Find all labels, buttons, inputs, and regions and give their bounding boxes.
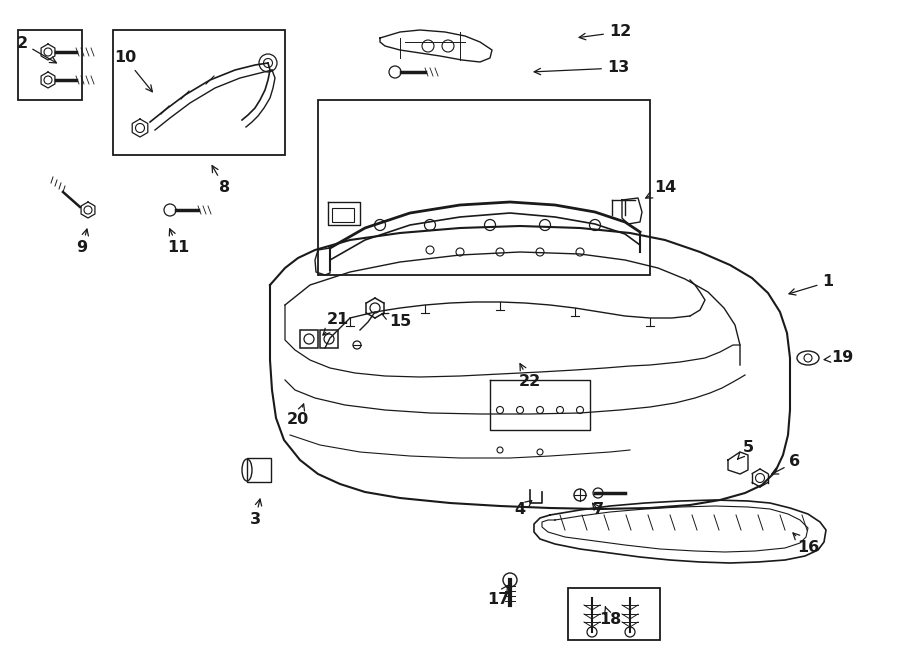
Text: 21: 21 <box>323 313 349 335</box>
Text: 5: 5 <box>738 440 753 459</box>
Text: 6: 6 <box>771 455 801 474</box>
Text: 3: 3 <box>249 499 262 527</box>
Text: 18: 18 <box>598 607 621 627</box>
Text: 22: 22 <box>519 364 541 389</box>
Text: 20: 20 <box>287 404 309 428</box>
Text: 8: 8 <box>212 166 230 196</box>
Bar <box>332 208 354 222</box>
Text: 15: 15 <box>382 313 411 329</box>
Text: 16: 16 <box>793 533 819 555</box>
Text: 14: 14 <box>645 180 676 198</box>
Text: 13: 13 <box>535 61 629 75</box>
Bar <box>568 588 660 640</box>
Bar <box>300 330 318 348</box>
Text: 1: 1 <box>789 274 833 295</box>
Bar <box>318 100 650 275</box>
Text: 9: 9 <box>76 229 88 256</box>
Text: 7: 7 <box>592 502 604 518</box>
Bar <box>113 30 285 155</box>
Text: 2: 2 <box>16 36 57 63</box>
Text: 19: 19 <box>824 350 853 366</box>
Text: 12: 12 <box>579 24 631 40</box>
Text: 11: 11 <box>166 229 189 256</box>
Text: 4: 4 <box>515 500 532 518</box>
Bar <box>320 330 338 348</box>
Text: 17: 17 <box>487 586 509 607</box>
Bar <box>18 30 82 100</box>
Text: 10: 10 <box>114 50 152 92</box>
